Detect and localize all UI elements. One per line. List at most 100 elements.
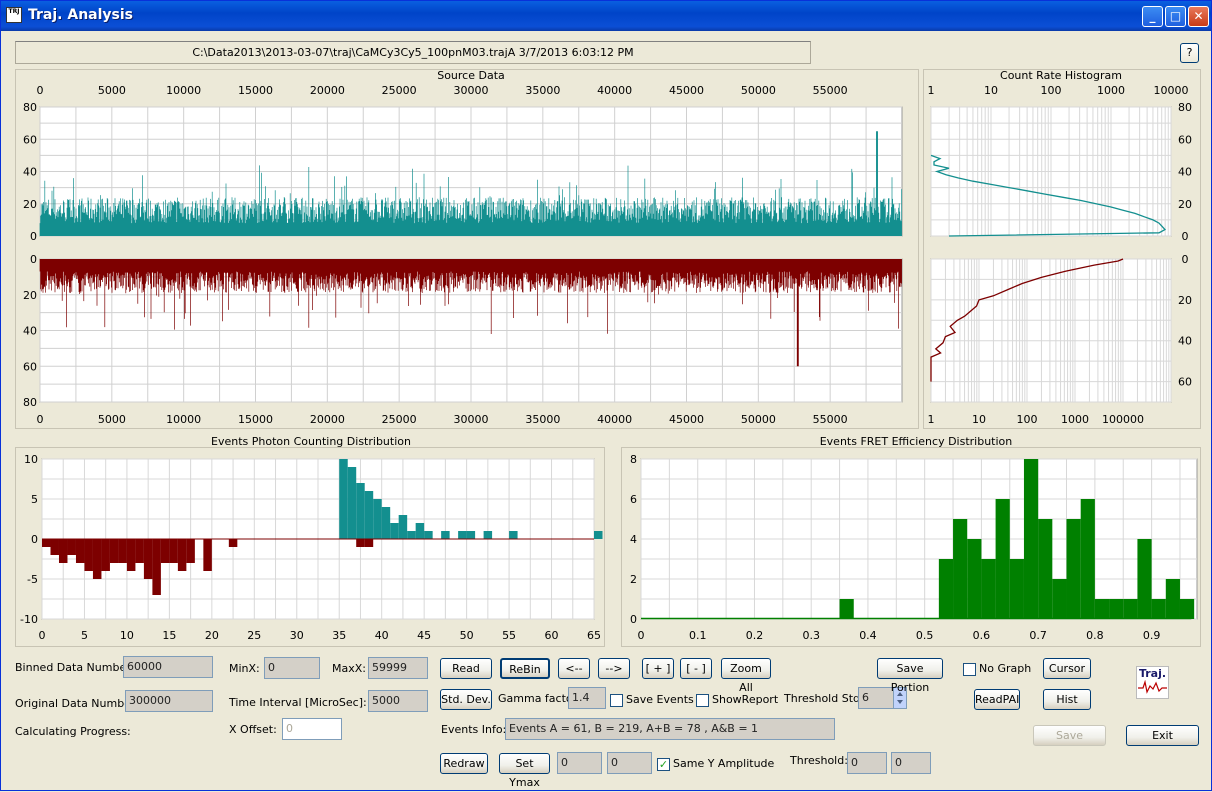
x-tick-label: 40 [375,629,389,642]
logo-trace-icon [1138,679,1167,694]
positive-bar [458,531,467,539]
save-portion-button[interactable]: Save Portion [877,658,943,694]
same-y-box[interactable]: ✓ [657,757,670,771]
same-y-checkbox[interactable]: ✓ Same Y Amplitude [657,757,774,771]
source-data-chart[interactable]: 0 5000 10000 15000 20000 25000 30000 35000 40000… [15,81,919,429]
negative-bar [356,539,365,547]
save-events-checkbox[interactable]: Save Events [610,693,694,707]
y-tick-label: 60 [23,360,37,373]
pan-right-button[interactable]: --> [598,658,630,679]
x-tick-label: 1 [928,413,935,426]
negative-bar [50,539,59,555]
minx-field[interactable]: 0 [264,657,320,679]
title-bar[interactable]: TRJ Traj. Analysis _ □ ✕ [1,1,1211,31]
positive-bar [509,531,518,539]
interval-field[interactable]: 5000 [368,690,428,712]
y-tick-label: -10 [20,613,38,626]
negative-bar [118,539,127,563]
pan-left-button[interactable]: <-- [558,658,590,679]
zoom-in-button[interactable]: [ + ] [642,658,674,679]
ymax-field-a[interactable]: 0 [557,752,602,774]
fret-bar [995,499,1010,619]
threshold-field-a[interactable]: 0 [847,752,887,774]
count-rate-title: Count Rate Histogram [1000,69,1122,82]
x-tick-label: 45000 [669,413,704,426]
binned-data-field[interactable]: 60000 [123,656,213,678]
x-tick-label: 55000 [813,84,848,97]
xoffset-field[interactable]: 0 [282,718,342,740]
x-tick-label: 100 [1041,84,1062,97]
x-tick-label: 0 [39,629,46,642]
gamma-label: Gamma factor: [498,692,581,705]
x-tick-label: 1 [928,84,935,97]
source-top-trace [39,131,902,236]
x-tick-label: 100 [1017,413,1038,426]
cursor-button[interactable]: Cursor [1043,658,1091,679]
negative-bar [143,539,153,579]
fret-bar [1009,559,1024,619]
positive-bar [441,531,450,539]
hist-button[interactable]: Hist [1043,689,1091,710]
fret-bar [1179,599,1195,619]
y-tick-label: 40 [1178,335,1192,348]
zoom-out-button[interactable]: [ - ] [680,658,712,679]
positive-bar [347,467,357,539]
zoom-all-button[interactable]: Zoom All [721,658,771,694]
x-tick-label: 10000 [166,413,201,426]
negative-bar [84,539,93,571]
positive-bar [381,507,391,539]
threshold-std-spinner[interactable] [893,687,907,709]
y-tick-label: 10 [24,453,38,466]
no-graph-box[interactable] [963,662,976,676]
threshold-std-field[interactable]: 6 [858,687,894,709]
original-data-field[interactable]: 300000 [125,690,213,712]
save-button[interactable]: Save [1033,725,1106,746]
show-report-checkbox[interactable]: ShowReport [696,693,778,707]
threshold-label: Threshold: [790,754,848,767]
minimize-button[interactable]: _ [1142,6,1163,27]
negative-bar [101,539,110,571]
help-button[interactable]: ? [1180,43,1199,63]
y-tick-label: 6 [630,493,637,506]
redraw-button[interactable]: Redraw [440,753,488,774]
negative-bar [186,539,195,563]
negative-bar [152,539,161,595]
std-dev-button[interactable]: Std. Dev. [440,689,492,710]
gamma-field[interactable]: 1.4 [568,687,606,709]
read-pai-button[interactable]: ReadPAI [974,689,1020,710]
maxx-field[interactable]: 59999 [368,657,428,679]
hist-bottom-trace [930,258,1124,382]
rebin-button[interactable]: ReBin [500,658,550,679]
no-graph-checkbox[interactable]: No Graph [963,662,1031,676]
hist-bottom-plot-area [930,258,1172,403]
events-fret-chart[interactable]: 0 0.1 0.2 0.3 0.4 0.5 0.6 0.7 0.8 0.9 8 6 4 2 0 [621,447,1201,647]
close-button[interactable]: ✕ [1188,6,1209,27]
ymax-field-b[interactable]: 0 [607,752,652,774]
positive-bar [424,531,433,539]
fret-bar [1123,599,1138,619]
x-tick-label: 100000 [1102,413,1144,426]
exit-button[interactable]: Exit [1126,725,1199,746]
y-tick-label: 5 [31,493,38,506]
x-tick-label: 5000 [98,84,126,97]
interval-label: Time Interval [MicroSec]: [229,696,367,709]
maximize-button[interactable]: □ [1165,6,1186,27]
negative-bar [169,539,178,563]
count-rate-chart[interactable]: 1 10 100 1000 10000 80 60 40 20 0 1 10 100 1000 10000… [923,81,1201,429]
x-tick-label: 0 [37,84,44,97]
show-report-box[interactable] [696,693,709,707]
x-tick-label: 40000 [597,413,632,426]
y-tick-label: 60 [1178,133,1192,146]
x-tick-label: 30 [290,629,304,642]
save-events-box[interactable] [610,693,623,707]
threshold-field-b[interactable]: 0 [891,752,931,774]
positive-bar [483,531,493,539]
read-button[interactable]: Read [440,658,492,679]
source-data-title: Source Data [437,69,505,82]
y-tick-label: 80 [1178,101,1192,114]
x-tick-label: 10000 [1154,84,1189,97]
fret-bar [1038,519,1053,619]
set-ymax-button[interactable]: Set Ymax [499,753,550,789]
events-info-label: Events Info: [441,723,507,736]
